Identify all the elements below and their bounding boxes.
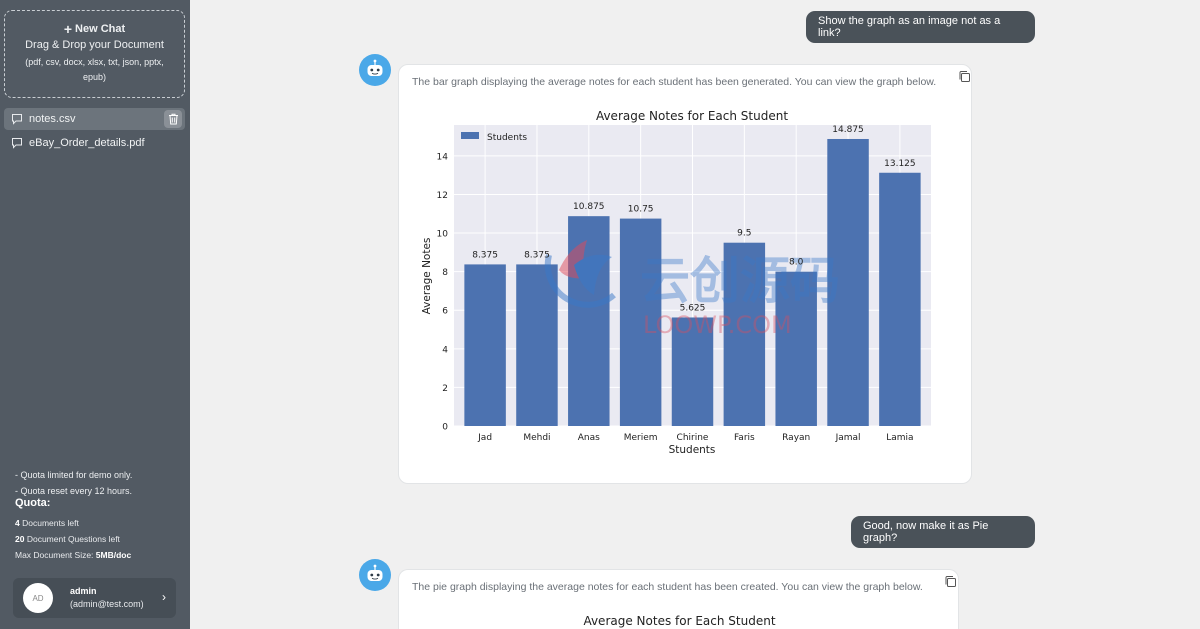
new-chat-label: New Chat: [75, 23, 125, 35]
quota-questions-count: 20: [15, 534, 24, 544]
x-tick-label: Mehdi: [523, 433, 550, 443]
plus-icon: +: [64, 24, 72, 34]
x-tick-label: Rayan: [782, 433, 810, 443]
user-message: Good, now make it as Pie graph?: [851, 516, 1035, 548]
quota-documents-label: Documents left: [22, 518, 79, 528]
drop-file-types: (pdf, csv, docx, xlsx, txt, json, pptx, …: [5, 55, 184, 85]
document-drop-zone[interactable]: + New Chat Drag & Drop your Document (pd…: [4, 10, 185, 98]
bot-message-card: The pie graph displaying the average not…: [398, 569, 959, 629]
watermark-url: LOOWP.COM: [643, 311, 792, 339]
user-name: admin: [70, 586, 97, 596]
quota-questions-label: Document Questions left: [27, 534, 120, 544]
quota-title: Quota:: [15, 497, 50, 509]
file-item-ebay-pdf[interactable]: eBay_Order_details.pdf: [4, 132, 185, 154]
bar-chart: Average Notes for Each Student 云创源码 LOOW…: [399, 65, 973, 485]
x-tick-label: Lamia: [886, 433, 913, 443]
x-tick-label: Jad: [477, 433, 492, 443]
bar: [464, 264, 505, 426]
y-tick-label: 4: [442, 345, 448, 355]
x-tick-label: Chirine: [677, 433, 709, 443]
chat-bubble-icon: [11, 113, 23, 125]
x-tick-label: Jamal: [835, 433, 861, 443]
bot-message-text: The pie graph displaying the average not…: [412, 581, 923, 593]
new-chat-button[interactable]: + New Chat: [5, 23, 184, 35]
x-tick-label: Anas: [578, 433, 600, 443]
y-tick-label: 12: [437, 191, 448, 201]
y-tick-label: 10: [437, 230, 449, 240]
trash-icon: [168, 113, 179, 125]
watermark-text: 云创源码: [640, 252, 840, 310]
y-tick-label: 0: [442, 423, 448, 433]
chat-bubble-icon: [11, 137, 23, 149]
legend-label: Students: [487, 133, 527, 143]
user-message-text: Good, now make it as Pie graph?: [863, 520, 1023, 544]
user-message: Show the graph as an image not as a link…: [806, 11, 1035, 43]
y-tick-label: 8: [442, 268, 448, 278]
bar: [568, 216, 609, 426]
quota-notes: - Quota limited for demo only. - Quota r…: [15, 467, 132, 499]
file-name: eBay_Order_details.pdf: [29, 137, 145, 149]
quota-documents: 4 Documents left: [15, 518, 79, 528]
bar-value-label: 9.5: [737, 229, 751, 239]
quota-documents-count: 4: [15, 518, 20, 528]
delete-file-button[interactable]: [164, 110, 182, 128]
legend-swatch: [461, 132, 479, 139]
y-tick-label: 14: [437, 152, 449, 162]
chevron-right-icon: ›: [162, 590, 166, 604]
pie-chart-title: Average Notes for Each Student: [399, 614, 960, 628]
user-message-text: Show the graph as an image not as a link…: [818, 15, 1023, 39]
y-tick-label: 2: [442, 384, 448, 394]
x-axis-label: Students: [669, 444, 716, 456]
user-email: (admin@test.com): [70, 599, 144, 609]
quota-size-value: 5MB/doc: [96, 550, 131, 560]
quota-note: - Quota limited for demo only.: [15, 467, 132, 483]
quota-size-label: Max Document Size:: [15, 550, 93, 560]
bar: [879, 173, 920, 426]
file-name: notes.csv: [29, 113, 75, 125]
sidebar: + New Chat Drag & Drop your Document (pd…: [0, 0, 190, 629]
bot-message-card: The bar graph displaying the average not…: [398, 64, 972, 484]
bar-value-label: 8.375: [472, 250, 498, 260]
bar-value-label: 10.75: [628, 205, 654, 215]
bar-value-label: 8.0: [789, 258, 804, 268]
bar-value-label: 13.125: [884, 159, 916, 169]
bar-value-label: 8.375: [524, 250, 550, 260]
bar-value-label: 5.625: [680, 303, 706, 313]
chart-title: Average Notes for Each Student: [596, 109, 788, 123]
user-profile-card[interactable]: AD admin (admin@test.com) ›: [13, 578, 176, 618]
x-tick-label: Meriem: [624, 433, 658, 443]
y-axis-label: Average Notes: [421, 238, 433, 315]
file-item-notes-csv[interactable]: notes.csv: [4, 108, 185, 130]
y-tick-label: 6: [442, 307, 448, 317]
bar-value-label: 10.875: [573, 202, 605, 212]
bot-avatar-icon: [359, 54, 391, 86]
copy-icon[interactable]: [944, 575, 957, 588]
bar-value-label: 14.875: [832, 125, 864, 135]
bot-avatar-icon: [359, 559, 391, 591]
quota-questions: 20 Document Questions left: [15, 534, 120, 544]
avatar: AD: [23, 583, 53, 613]
bar: [516, 264, 557, 426]
quota-size: Max Document Size: 5MB/doc: [15, 550, 131, 560]
drop-title: Drag & Drop your Document: [5, 39, 184, 51]
x-tick-label: Faris: [734, 433, 755, 443]
